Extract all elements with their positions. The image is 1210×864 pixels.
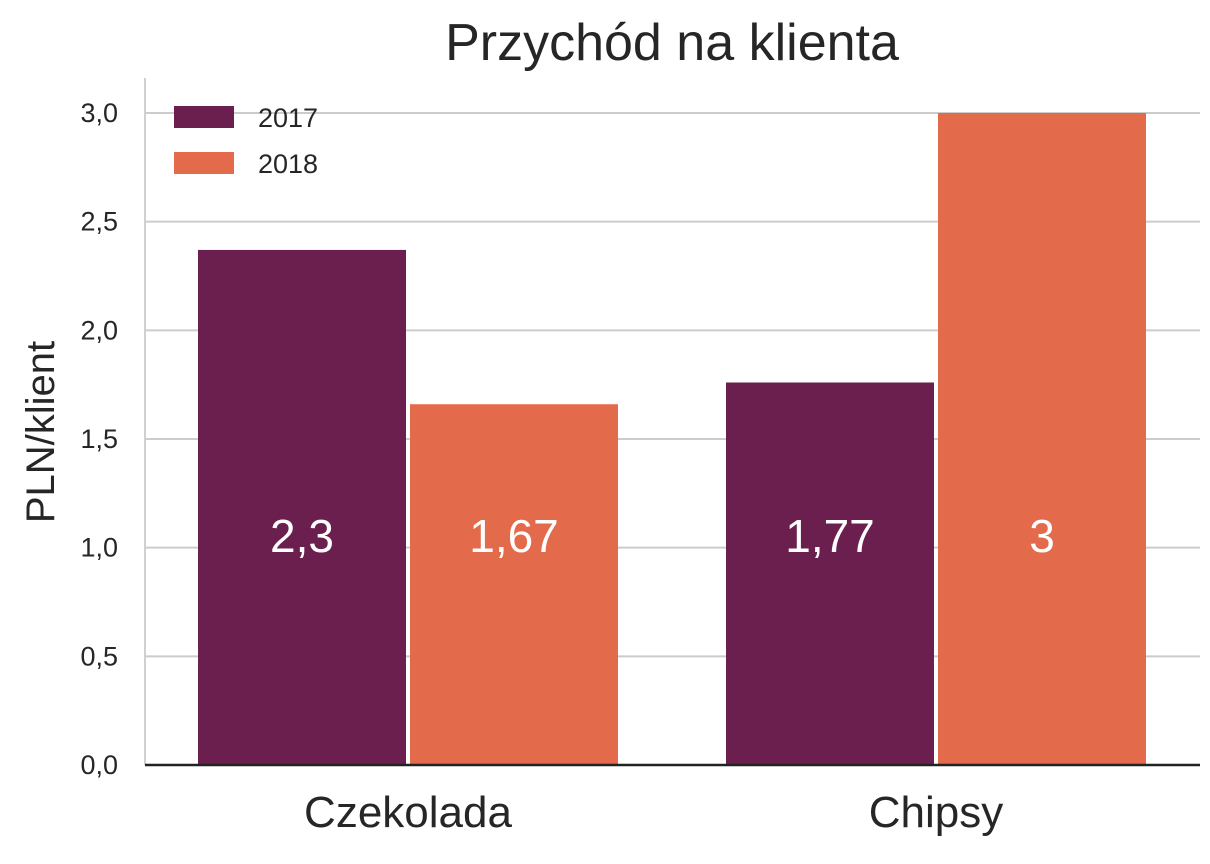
bar-value-label: 1,77 xyxy=(785,510,875,562)
bars: 2,3 1,67 1,77 3 xyxy=(198,113,1146,766)
y-tick-label: 2,0 xyxy=(80,315,118,345)
x-category-labels: Czekolada Chipsy xyxy=(304,788,1003,837)
legend-swatch xyxy=(174,152,234,174)
x-category-label: Chipsy xyxy=(869,788,1004,837)
legend-label: 2018 xyxy=(258,149,318,179)
y-tick-label: 3,0 xyxy=(80,98,118,128)
y-axis-label: PLN/klient xyxy=(19,341,63,523)
legend-swatch xyxy=(174,106,234,128)
bar-2017-chipsy xyxy=(726,382,934,765)
chart-title: Przychód na klienta xyxy=(445,14,899,72)
legend: 2017 2018 xyxy=(174,103,318,179)
y-tick-label: 0,5 xyxy=(80,641,118,671)
bar-2017-czekolada xyxy=(198,249,406,766)
legend-label: 2017 xyxy=(258,103,318,133)
bar-2018-czekolada xyxy=(410,404,618,765)
y-tick-labels: 0,0 0,5 1,0 1,5 2,0 2,5 3,0 xyxy=(80,98,118,780)
bar-2018-chipsy xyxy=(938,113,1146,765)
bar-value-label: 2,3 xyxy=(270,510,334,562)
bar-value-label: 1,67 xyxy=(469,510,559,562)
y-tick-label: 1,5 xyxy=(80,424,118,454)
y-tick-label: 0,0 xyxy=(80,750,118,780)
bar-value-label: 3 xyxy=(1029,510,1055,562)
x-category-label: Czekolada xyxy=(304,788,512,837)
y-tick-label: 2,5 xyxy=(80,207,118,237)
y-tick-label: 1,0 xyxy=(80,533,118,563)
